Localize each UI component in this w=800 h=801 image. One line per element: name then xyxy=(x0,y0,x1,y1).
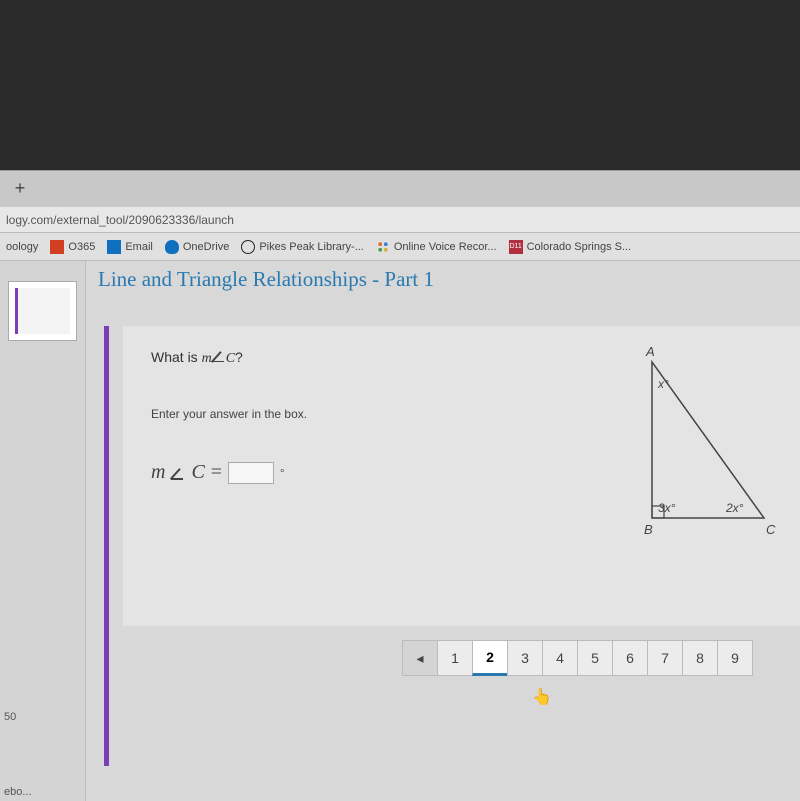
main-panel: Line and Triangle Relationships - Part 1… xyxy=(86,261,800,801)
triangle-figure: A B C x° 3x° 2x° xyxy=(596,340,786,550)
prompt-letter: C xyxy=(226,351,235,366)
thumbnail-preview xyxy=(15,288,70,334)
outlook-icon xyxy=(107,240,121,254)
bookmark-label: oology xyxy=(6,241,38,253)
angle-icon xyxy=(171,466,185,480)
bookmark-library[interactable]: Pikes Peak Library-... xyxy=(241,240,364,254)
slide-thumbnail[interactable] xyxy=(8,281,77,341)
browser-window: + logy.com/external_tool/2090623336/laun… xyxy=(0,170,800,800)
vertex-B: B xyxy=(644,522,653,537)
pager-page-7[interactable]: 7 xyxy=(647,640,683,676)
office-icon xyxy=(50,240,64,254)
bookmark-onedrive[interactable]: OneDrive xyxy=(165,240,229,254)
bookmark-label: Online Voice Recor... xyxy=(394,241,497,253)
bookmark-label: Email xyxy=(125,241,153,253)
cursor-icon: 👆 xyxy=(532,687,552,707)
sidebar-text: 50 xyxy=(4,711,16,723)
cloud-icon xyxy=(165,240,179,254)
angle-C-label: 2x° xyxy=(725,501,744,515)
vertex-A: A xyxy=(645,344,655,359)
pager-page-3[interactable]: 3 xyxy=(507,640,543,676)
pager-prev[interactable]: ◂ xyxy=(402,640,438,676)
prompt-var: m xyxy=(202,351,212,366)
d11-icon: D11 xyxy=(509,240,523,254)
bookmark-oology[interactable]: oology xyxy=(6,241,38,253)
bookmark-label: Colorado Springs S... xyxy=(527,241,632,253)
pager-page-4[interactable]: 4 xyxy=(542,640,578,676)
pager-page-6[interactable]: 6 xyxy=(612,640,648,676)
circle-icon xyxy=(241,240,255,254)
degree-symbol: ° xyxy=(280,467,284,479)
page-content: 50 ebo... Line and Triangle Relationship… xyxy=(0,261,800,801)
answer-input[interactable] xyxy=(228,462,274,484)
bookmark-springs[interactable]: D11 Colorado Springs S... xyxy=(509,240,632,254)
bookmark-o365[interactable]: O365 xyxy=(50,240,95,254)
prompt-suffix: ? xyxy=(235,349,243,365)
pager-page-9[interactable]: 9 xyxy=(717,640,753,676)
question-pager: ◂ 1 2 3 4 5 6 7 8 9 xyxy=(403,640,800,676)
dots-icon xyxy=(376,240,390,254)
physical-bezel xyxy=(0,0,800,170)
bookmarks-bar: oology O365 Email OneDrive Pikes Peak Li… xyxy=(0,233,800,261)
eq-m: m xyxy=(151,461,165,484)
bookmark-email[interactable]: Email xyxy=(107,240,153,254)
angle-B-label: 3x° xyxy=(658,501,676,515)
page-title: Line and Triangle Relationships - Part 1 xyxy=(86,261,800,300)
bookmark-label: OneDrive xyxy=(183,241,229,253)
question-card: What is mC? Enter your answer in the box… xyxy=(123,326,800,626)
sidebar-text: ebo... xyxy=(4,786,32,798)
triangle-svg: A B C x° 3x° 2x° xyxy=(596,340,786,550)
angle-A-label: x° xyxy=(657,377,669,391)
bookmark-label: O365 xyxy=(68,241,95,253)
tab-strip: + xyxy=(0,171,800,207)
pager-page-1[interactable]: 1 xyxy=(437,640,473,676)
left-sidebar: 50 ebo... xyxy=(0,261,86,801)
bookmark-label: Pikes Peak Library-... xyxy=(259,241,364,253)
eq-C: C xyxy=(191,461,204,484)
bookmark-voice[interactable]: Online Voice Recor... xyxy=(376,240,497,254)
new-tab-button[interactable]: + xyxy=(6,177,34,201)
angle-icon xyxy=(212,348,226,362)
pager-page-5[interactable]: 5 xyxy=(577,640,613,676)
eq-equals: = xyxy=(211,461,222,484)
pager-page-8[interactable]: 8 xyxy=(682,640,718,676)
pager-page-2[interactable]: 2 xyxy=(472,640,508,676)
assessment-frame: What is mC? Enter your answer in the box… xyxy=(104,326,800,766)
prompt-text: What is xyxy=(151,349,202,365)
vertex-C: C xyxy=(766,522,776,537)
address-bar[interactable]: logy.com/external_tool/2090623336/launch xyxy=(0,207,800,233)
